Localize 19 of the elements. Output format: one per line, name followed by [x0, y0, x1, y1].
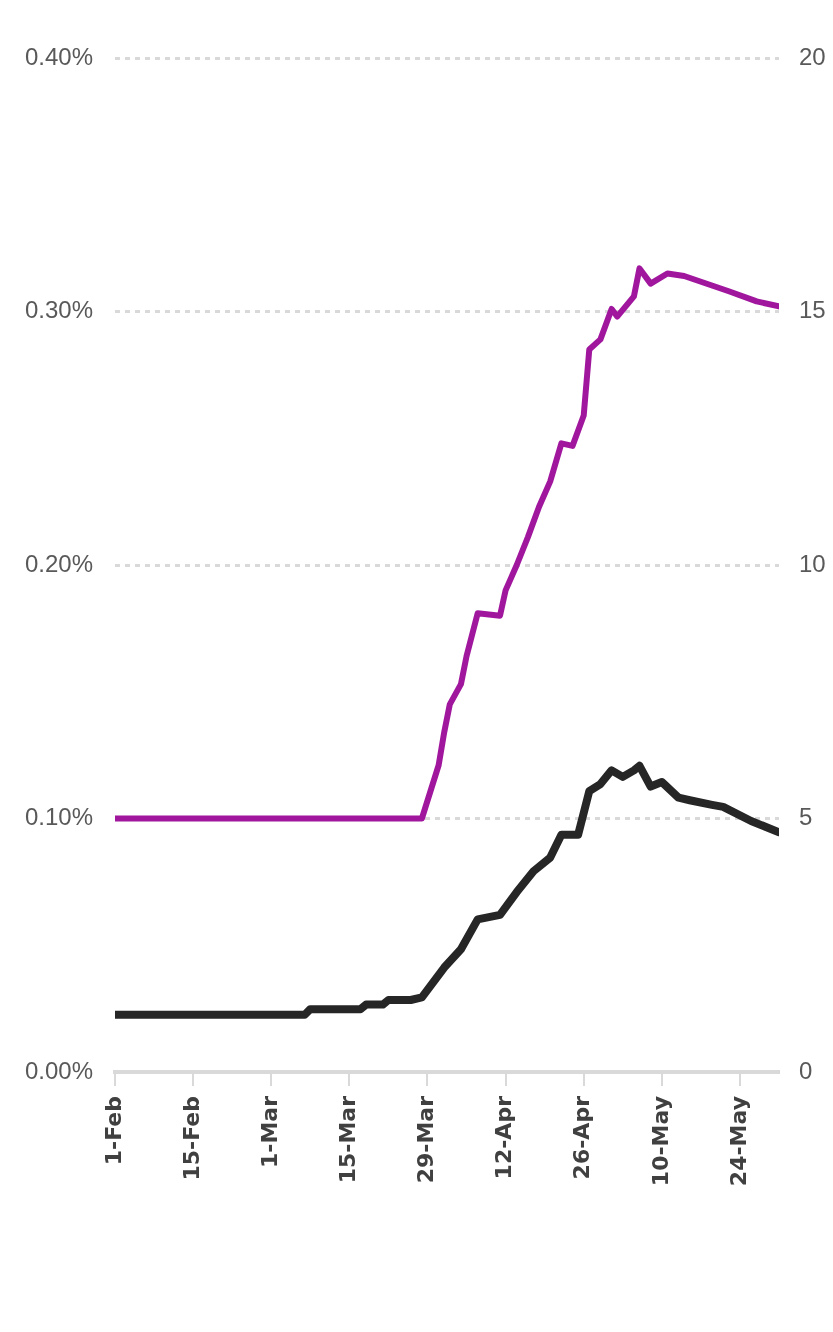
- y2-tick-label: 20: [799, 42, 826, 70]
- y2-tick-label: 15: [799, 296, 826, 324]
- y-tick-label: 0.00%: [24, 1056, 93, 1084]
- y2-tick-label: 0: [799, 1056, 813, 1084]
- y-tick-label: 0.30%: [24, 296, 93, 324]
- x-tick-label: 10-May: [647, 1096, 673, 1187]
- y-tick-label: 0.10%: [24, 803, 93, 831]
- x-tick-label: 15-Mar: [335, 1095, 361, 1184]
- x-tick-label: 26-Apr: [569, 1095, 595, 1180]
- x-tick-label: 1-Mar: [256, 1095, 282, 1169]
- x-tick-label: 15-Feb: [178, 1096, 204, 1181]
- y2-tick-label: 10: [799, 549, 826, 577]
- x-tick-label: 12-Apr: [491, 1095, 517, 1180]
- x-tick-label: 24-May: [725, 1096, 751, 1187]
- y-tick-label: 0.40%: [24, 42, 93, 70]
- x-tick-label: 1-Feb: [100, 1096, 126, 1166]
- x-tick-label: 29-Mar: [413, 1095, 439, 1184]
- y2-tick-label: 5: [799, 803, 813, 831]
- y-tick-label: 0.20%: [24, 549, 93, 577]
